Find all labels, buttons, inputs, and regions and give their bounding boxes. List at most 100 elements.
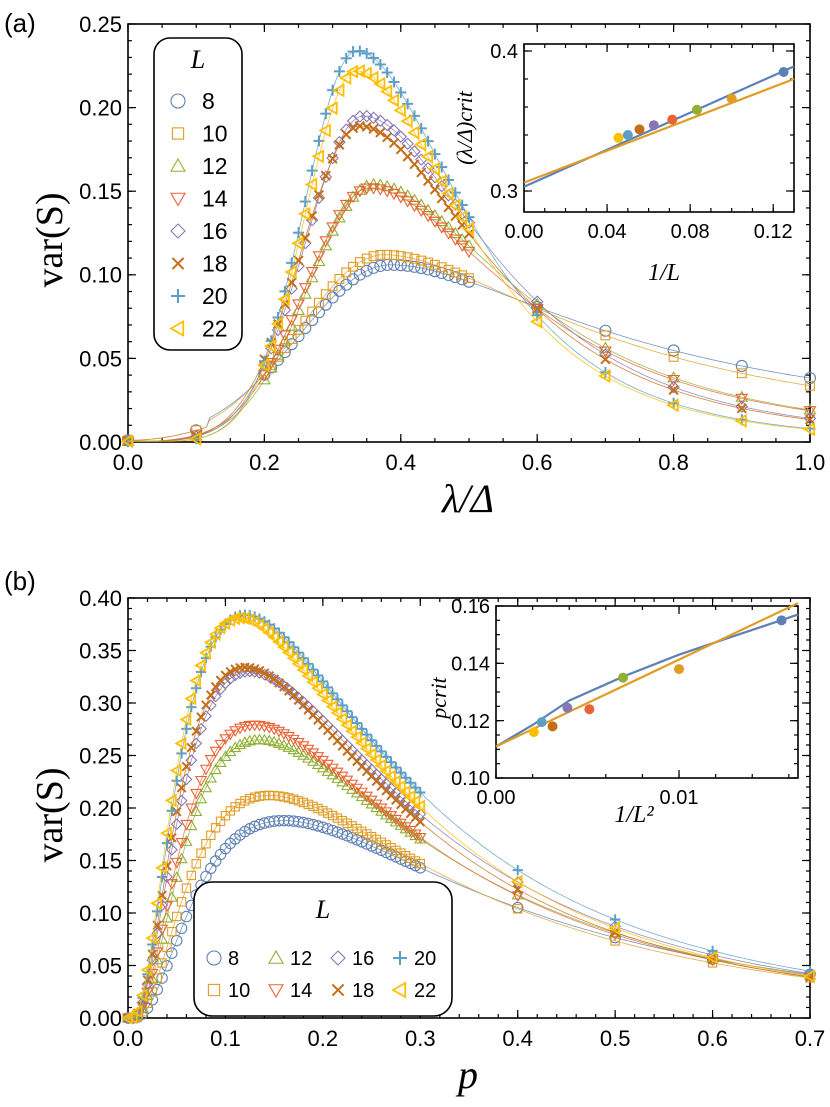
panel-a-point-L22 bbox=[413, 137, 427, 152]
panel-a-xtick-label: 0.4 bbox=[386, 450, 417, 475]
panel-b-inset-point bbox=[584, 704, 595, 715]
panel-a-point-L22 bbox=[304, 177, 318, 192]
panel-a-point-L18 bbox=[320, 170, 331, 181]
panel-a-point-L16 bbox=[394, 130, 408, 143]
panel-a-point-L10 bbox=[395, 251, 406, 262]
panel-a-point-L20 bbox=[361, 47, 373, 59]
panel-b-point-L20 bbox=[346, 711, 358, 723]
panel-b-point-L20 bbox=[298, 652, 309, 664]
panel-b-point-L10 bbox=[191, 859, 201, 869]
panel-b-point-L14 bbox=[229, 726, 242, 737]
panel-a-point-L22 bbox=[379, 84, 393, 99]
panel-b-point-L10 bbox=[400, 851, 411, 861]
panel-a-point-L20 bbox=[286, 257, 298, 269]
panel-b-point-L10 bbox=[352, 823, 362, 834]
panel-b-point-L22 bbox=[369, 753, 382, 767]
panel-b-point-L22 bbox=[364, 747, 377, 762]
panel-b-point-L22 bbox=[310, 681, 323, 695]
panel-b-point-L12 bbox=[355, 790, 368, 802]
panel-b-point-L14 bbox=[224, 729, 237, 741]
panel-a-point-L10 bbox=[600, 330, 611, 341]
panel-b-point-L22 bbox=[159, 826, 172, 840]
panel-b-point-L14 bbox=[258, 721, 271, 733]
panel-a-point-L20 bbox=[340, 52, 352, 64]
panel-b-plot-area: 0.0 0.1 0.2 0.3 0.4 0.5 0.6 0.7 0.00 0.05 0.10 0.15… bbox=[79, 586, 825, 1051]
panel-b-point-L22 bbox=[169, 763, 182, 778]
panel-b-point-L8 bbox=[341, 830, 353, 842]
panel-b-point-L12 bbox=[229, 741, 242, 753]
panel-b-point-L12 bbox=[306, 755, 320, 766]
panel-b-point-L12 bbox=[238, 736, 252, 747]
panel-a-point-L16 bbox=[312, 191, 326, 205]
panel-a-point-L10 bbox=[354, 257, 365, 268]
panel-a-point-L18 bbox=[375, 127, 386, 138]
panel-b-point-L12 bbox=[155, 932, 169, 944]
panel-b-point-L22 bbox=[315, 687, 328, 702]
panel-a: (a) 0.0 0.2 0.4 0.6 0.8 1.00.000.050.100.150.… bbox=[4, 8, 825, 521]
panel-a-point-L10 bbox=[334, 274, 345, 284]
panel-b-point-L18 bbox=[225, 666, 236, 677]
panel-a-point-L20 bbox=[299, 196, 311, 208]
panel-b-point-L20 bbox=[171, 775, 182, 786]
panel-a-point-L14 bbox=[312, 251, 326, 263]
panel-b-point-L20 bbox=[410, 782, 421, 793]
panel-b-point-L14 bbox=[511, 891, 524, 903]
panel-b-xtick-label: 0.5 bbox=[600, 1026, 631, 1051]
panel-b-point-L10 bbox=[371, 834, 382, 845]
panel-a-inset-xlabel: 1/L bbox=[648, 260, 680, 286]
panel-a-legend-frame bbox=[153, 37, 243, 351]
panel-a-point-L16 bbox=[374, 114, 387, 128]
panel-b-legend-label: 22 bbox=[414, 980, 436, 1002]
panel-b-point-L20 bbox=[400, 772, 411, 783]
panel-b-point-L10 bbox=[172, 911, 182, 922]
panel-a-plot-area: 0.0 0.2 0.4 0.6 0.8 1.0 0.00 0.05 0.10 0.15 0.20 0.… bbox=[79, 12, 825, 475]
panel-b-point-L20 bbox=[161, 837, 173, 849]
panel-a-xtick-label: 0.2 bbox=[249, 450, 280, 475]
panel-b-point-L22 bbox=[145, 931, 158, 945]
panel-a-point-L14 bbox=[735, 393, 749, 406]
panel-a-point-L18 bbox=[347, 123, 359, 134]
panel-a-point-L14 bbox=[428, 216, 442, 229]
panel-a-point-L10 bbox=[382, 249, 393, 260]
panel-a-point-L8 bbox=[599, 324, 612, 337]
panel-a-point-L12 bbox=[298, 287, 312, 299]
panel-b-inset-point bbox=[536, 717, 547, 728]
panel-a-point-L10 bbox=[436, 262, 447, 273]
panel-a-point-L8 bbox=[462, 275, 476, 288]
panel-b-point-L22 bbox=[140, 963, 153, 977]
panel-b-point-L16 bbox=[151, 927, 164, 940]
panel-b-point-L10 bbox=[337, 815, 348, 826]
panel-b-xtick-label: 0.3 bbox=[405, 1026, 436, 1051]
panel-b-point-L14 bbox=[209, 746, 222, 758]
panel-b-point-L8 bbox=[331, 826, 344, 838]
panel-b-point-L12 bbox=[190, 805, 203, 817]
panel-a-point-L22 bbox=[270, 316, 284, 331]
panel-b-point-L14 bbox=[175, 837, 188, 849]
panel-b-point-L14 bbox=[404, 825, 417, 837]
panel-b-point-L10 bbox=[366, 832, 377, 842]
panel-b-point-L22 bbox=[398, 785, 411, 799]
panel-b-point-L12 bbox=[194, 792, 208, 804]
panel-b-point-L14 bbox=[306, 748, 320, 760]
panel-b-legend-marker-L10 bbox=[207, 983, 221, 997]
panel-b-point-L20 bbox=[337, 700, 348, 711]
panel-a-inset-point bbox=[692, 104, 703, 115]
panel-a-point-L16 bbox=[408, 145, 421, 158]
panel-b-point-L14 bbox=[214, 739, 227, 751]
panel-a-point-L14 bbox=[442, 228, 455, 240]
panel-b-legend-title: L bbox=[315, 895, 330, 924]
panel-b-xtick-label: 0.4 bbox=[502, 1026, 533, 1051]
panel-a-point-L8 bbox=[667, 344, 680, 357]
panel-b-inset-ytick-label: 0.10 bbox=[451, 768, 490, 790]
panel-b-point-L10 bbox=[284, 793, 294, 803]
panel-a-ytick-label: 0.10 bbox=[79, 263, 122, 288]
panel-b-point-L22 bbox=[233, 611, 245, 625]
panel-a-point-L10 bbox=[341, 267, 352, 278]
panel-b-point-L10 bbox=[391, 845, 401, 856]
panel-b-point-L18 bbox=[254, 665, 265, 676]
panel-a-point-L18 bbox=[422, 175, 434, 187]
panel-a-point-L22 bbox=[386, 93, 400, 108]
panel-b-point-L22 bbox=[296, 663, 309, 677]
panel-a-xlabel: λ/Δ bbox=[441, 476, 494, 521]
panel-a-point-L8 bbox=[360, 264, 373, 277]
